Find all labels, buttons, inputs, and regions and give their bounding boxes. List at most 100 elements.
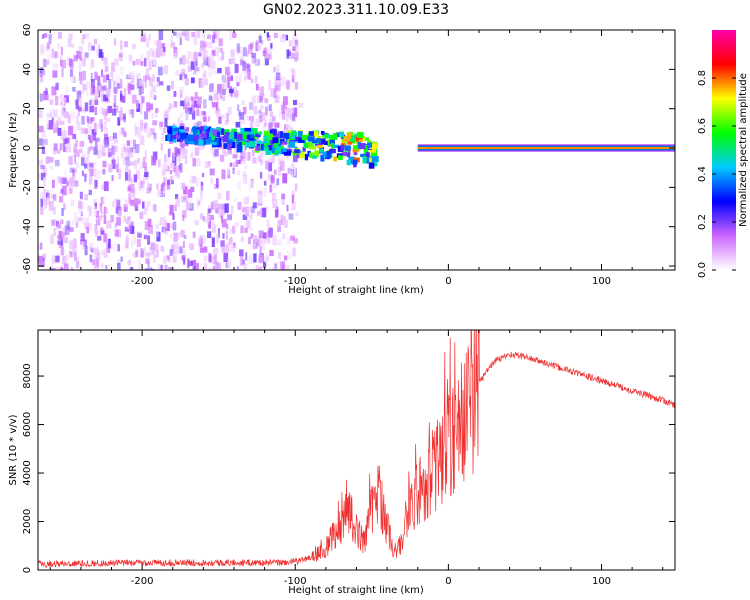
noise-cell [292, 46, 297, 51]
noise-cell [291, 190, 295, 199]
band-cell [322, 135, 326, 140]
noise-cell [125, 166, 129, 172]
band-cell [267, 145, 272, 151]
noise-cell [84, 52, 89, 58]
noise-cell [112, 156, 115, 166]
y-tick-label: -20 [22, 179, 33, 195]
noise-cell [90, 73, 93, 81]
noise-cell [79, 57, 82, 62]
y-tick-label: 20 [22, 102, 33, 115]
band-cell [280, 131, 284, 138]
noise-cell [95, 219, 101, 226]
noise-cell [152, 254, 156, 263]
noise-cell [207, 270, 209, 274]
band-cell [346, 159, 352, 166]
noise-cell [161, 169, 166, 176]
band-cell [340, 144, 344, 151]
noise-cell [80, 233, 85, 242]
noise-cell [56, 120, 59, 131]
noise-cell [240, 236, 244, 242]
x-tick-label: 0 [445, 276, 451, 287]
noise-cell [263, 232, 267, 239]
noise-cell [225, 243, 230, 253]
noise-cell [230, 49, 235, 58]
noise-cell [60, 237, 64, 246]
noise-cell [63, 143, 66, 153]
noise-cell [49, 108, 54, 117]
noise-cell [193, 51, 198, 62]
noise-cell [254, 235, 258, 242]
noise-cell [95, 137, 100, 142]
band-cell [282, 147, 287, 152]
band-cell [312, 152, 318, 159]
noise-cell [124, 199, 130, 207]
noise-cell [153, 95, 157, 100]
band-cell [263, 143, 268, 147]
noise-cell [269, 111, 274, 117]
band-cell [303, 142, 308, 149]
noise-cell [54, 51, 59, 58]
noise-cell [235, 159, 238, 167]
noise-cell [209, 83, 214, 93]
noise-cell [268, 122, 273, 131]
noise-cell [227, 166, 231, 176]
noise-cell [183, 258, 186, 265]
noise-cell [49, 165, 54, 171]
noise-cell [278, 251, 281, 259]
noise-cell [120, 147, 124, 155]
y-tick-label: 0 [22, 567, 33, 573]
noise-cell [190, 61, 195, 70]
noise-cell [209, 168, 215, 176]
noise-cell [231, 205, 234, 215]
noise-cell [174, 147, 178, 157]
noise-cell [242, 206, 247, 213]
noise-cell [94, 202, 97, 209]
noise-cell [199, 248, 205, 253]
noise-cell [214, 108, 220, 114]
noise-cell [149, 48, 154, 57]
noise-cell [108, 164, 113, 173]
noise-cell [69, 187, 73, 194]
noise-cell [264, 58, 269, 66]
band-cell [237, 133, 244, 141]
noise-cell [97, 83, 102, 93]
band-cell [175, 132, 181, 137]
noise-cell [218, 203, 222, 210]
noise-cell [280, 104, 286, 114]
noise-cell [103, 133, 108, 141]
noise-cell [52, 179, 55, 189]
noise-cell [215, 269, 219, 270]
noise-cell [53, 109, 58, 118]
noise-cell [64, 132, 68, 139]
noise-cell [87, 162, 91, 172]
band-cell [290, 131, 298, 136]
noise-cell [66, 142, 71, 153]
noise-cell [89, 105, 95, 113]
band-cell [314, 142, 321, 147]
noise-cell [225, 230, 228, 240]
noise-cell [267, 236, 271, 244]
noise-cell [237, 181, 241, 191]
noise-cell [75, 99, 79, 110]
band-cell [307, 136, 315, 142]
noise-cell [216, 262, 221, 270]
noise-cell [214, 148, 219, 157]
noise-cell [130, 139, 135, 147]
noise-cell [190, 96, 194, 101]
noise-cell [156, 231, 161, 242]
noise-cell [270, 176, 275, 184]
noise-cell [177, 232, 182, 237]
noise-cell [57, 176, 61, 183]
noise-cell [194, 67, 200, 73]
noise-cell [82, 217, 87, 225]
noise-cell [185, 107, 188, 113]
band-cell [198, 127, 203, 131]
noise-cell [64, 169, 67, 178]
noise-cell [208, 254, 212, 262]
noise-cell [195, 57, 198, 67]
noise-cell [63, 97, 66, 107]
noise-cell [211, 256, 216, 265]
noise-cell [234, 63, 239, 74]
noise-cell [94, 71, 98, 81]
noise-cell [59, 177, 63, 184]
